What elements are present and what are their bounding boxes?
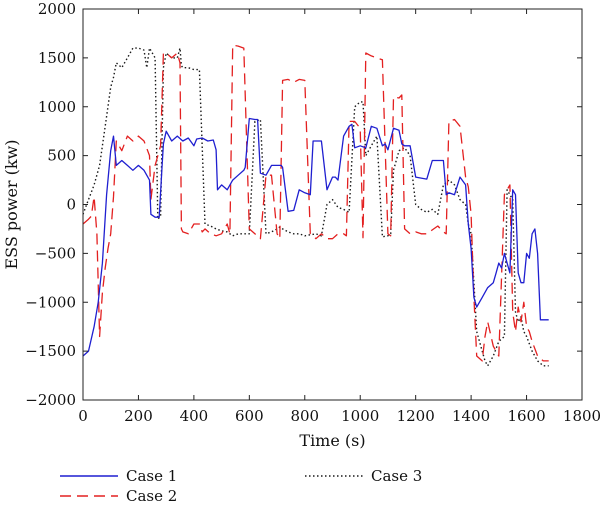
series-line-case-2 [83, 44, 549, 362]
y-axis: −2000 −1500 −1000 −500 0 500 1000 1500 2000 [25, 0, 582, 409]
x-axis-title: Time (s) [299, 431, 365, 450]
y-tick-label-2000: 2000 [38, 0, 76, 18]
x-tick-label-1000: 1000 [341, 407, 379, 425]
y-axis-title: ESS power (kw) [2, 139, 21, 269]
x-tick-label-800: 800 [290, 407, 319, 425]
x-tick-label-200: 200 [124, 407, 153, 425]
legend-label-case-3: Case 3 [371, 467, 422, 485]
x-tick-label-600: 600 [235, 407, 264, 425]
y-tick-label-1500: 1500 [38, 49, 76, 67]
legend-item-case-1: Case 1 [60, 467, 177, 485]
x-tick-label-1600: 1600 [507, 407, 545, 425]
y-tick-label--1500: −1500 [25, 342, 76, 360]
x-tick-label-1800: 1800 [563, 407, 600, 425]
series-layer [83, 44, 549, 367]
series-line-case-1 [83, 117, 549, 357]
y-tick-label--500: −500 [35, 244, 76, 262]
legend-item-case-3: Case 3 [305, 467, 422, 485]
x-tick-label-1200: 1200 [397, 407, 435, 425]
y-tick-label-500: 500 [47, 147, 76, 165]
legend-item-case-2: Case 2 [60, 487, 177, 505]
x-tick-label-0: 0 [78, 407, 88, 425]
x-tick-label-400: 400 [180, 407, 209, 425]
y-tick-label-1000: 1000 [38, 98, 76, 116]
series-line-case-3 [83, 47, 549, 367]
legend: Case 1 Case 2 Case 3 [60, 467, 422, 505]
x-axis: 0 200 400 600 800 1000 1200 1400 1600 1800 [78, 9, 600, 425]
legend-label-case-2: Case 2 [126, 487, 177, 505]
y-tick-label--2000: −2000 [25, 391, 76, 409]
legend-label-case-1: Case 1 [126, 467, 177, 485]
y-tick-label--1000: −1000 [25, 293, 76, 311]
y-tick-label-0: 0 [66, 196, 76, 214]
x-tick-label-1400: 1400 [452, 407, 490, 425]
